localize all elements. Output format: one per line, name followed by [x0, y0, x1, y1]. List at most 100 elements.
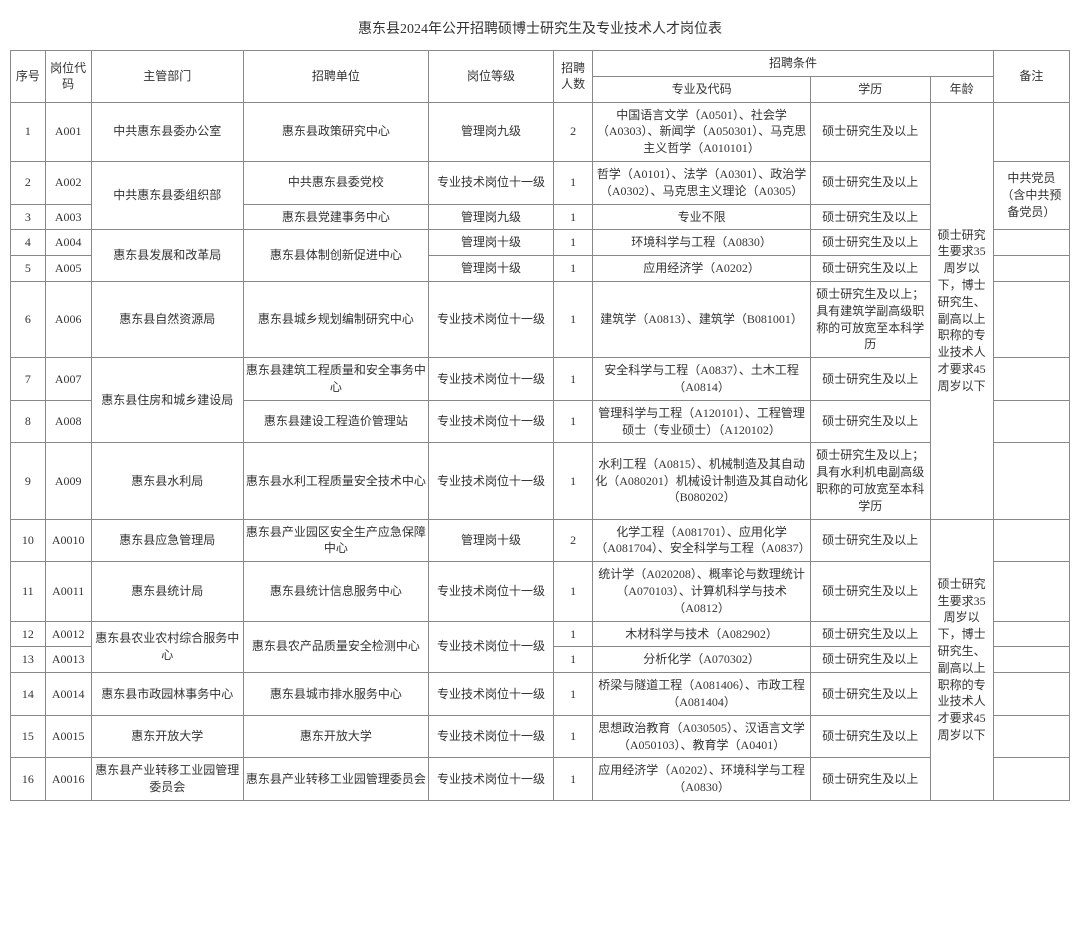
cell-edu: 硕士研究生及以上: [810, 204, 930, 230]
cell-major: 哲学（A0101）、法学（A0301）、政治学（A0302）、马克思主义理论（A…: [593, 161, 811, 204]
cell-level: 管理岗九级: [428, 204, 553, 230]
th-code: 岗位代码: [45, 51, 91, 103]
recruitment-table: 序号 岗位代码 主管部门 招聘单位 岗位等级 招聘人数 招聘条件 备注 专业及代…: [10, 50, 1070, 801]
cell-unit: 惠东县产业园区安全生产应急保障中心: [243, 519, 428, 562]
table-row: 15 A0015 惠东开放大学 惠东开放大学 专业技术岗位十一级 1 思想政治教…: [11, 715, 1070, 758]
cell-level: 管理岗十级: [428, 519, 553, 562]
cell-unit: 惠东开放大学: [243, 715, 428, 758]
cell-level: 专业技术岗位十一级: [428, 281, 553, 357]
table-row: 12 A0012 惠东县农业农村综合服务中心 惠东县农产品质量安全检测中心 专业…: [11, 621, 1070, 647]
cell-count: 1: [554, 358, 593, 401]
cell-unit: 惠东县水利工程质量安全技术中心: [243, 443, 428, 519]
cell-unit: 惠东县党建事务中心: [243, 204, 428, 230]
cell-level: 专业技术岗位十一级: [428, 621, 553, 673]
cell-edu: 硕士研究生及以上；具有水利机电副高级职称的可放宽至本科学历: [810, 443, 930, 519]
cell-seq: 13: [11, 647, 46, 673]
th-age: 年龄: [930, 76, 993, 102]
cell-unit: 惠东县政策研究中心: [243, 102, 428, 161]
cell-level: 专业技术岗位十一级: [428, 562, 553, 621]
cell-remark: [993, 443, 1069, 519]
table-row: 4 A004 惠东县发展和改革局 惠东县体制创新促进中心 管理岗十级 1 环境科…: [11, 230, 1070, 256]
cell-code: A009: [45, 443, 91, 519]
cell-remark: [993, 647, 1069, 673]
cell-remark: [993, 102, 1069, 161]
cell-count: 1: [554, 758, 593, 801]
cell-code: A0012: [45, 621, 91, 647]
cell-unit: 惠东县城乡规划编制研究中心: [243, 281, 428, 357]
cell-count: 2: [554, 102, 593, 161]
cell-code: A008: [45, 400, 91, 443]
cell-seq: 1: [11, 102, 46, 161]
cell-count: 1: [554, 161, 593, 204]
cell-seq: 8: [11, 400, 46, 443]
cell-level: 管理岗十级: [428, 230, 553, 256]
cell-code: A007: [45, 358, 91, 401]
cell-dept: 惠东县统计局: [91, 562, 243, 621]
cell-edu: 硕士研究生及以上: [810, 400, 930, 443]
cell-major: 建筑学（A0813）、建筑学（B081001）: [593, 281, 811, 357]
th-level: 岗位等级: [428, 51, 553, 103]
cell-major: 统计学（A020208）、概率论与数理统计（A070103）、计算机科学与技术（…: [593, 562, 811, 621]
table-row: 10 A0010 惠东县应急管理局 惠东县产业园区安全生产应急保障中心 管理岗十…: [11, 519, 1070, 562]
cell-edu: 硕士研究生及以上: [810, 102, 930, 161]
cell-major: 桥梁与隧道工程（A081406）、市政工程（A081404）: [593, 673, 811, 716]
cell-count: 1: [554, 647, 593, 673]
cell-remark: [993, 400, 1069, 443]
cell-dept: 惠东开放大学: [91, 715, 243, 758]
cell-seq: 4: [11, 230, 46, 256]
cell-major: 水利工程（A0815）、机械制造及其自动化（A080201）机械设计制造及其自动…: [593, 443, 811, 519]
cell-dept: 惠东县应急管理局: [91, 519, 243, 562]
cell-seq: 3: [11, 204, 46, 230]
cell-major: 应用经济学（A0202）、环境科学与工程（A0830）: [593, 758, 811, 801]
cell-major: 应用经济学（A0202）: [593, 256, 811, 282]
cell-dept: 惠东县自然资源局: [91, 281, 243, 357]
cell-level: 专业技术岗位十一级: [428, 443, 553, 519]
cell-unit: 惠东县建筑工程质量和安全事务中心: [243, 358, 428, 401]
cell-remark: [993, 230, 1069, 256]
header-row-1: 序号 岗位代码 主管部门 招聘单位 岗位等级 招聘人数 招聘条件 备注: [11, 51, 1070, 77]
cell-dept: 惠东县水利局: [91, 443, 243, 519]
cell-seq: 15: [11, 715, 46, 758]
cell-unit: 中共惠东县委党校: [243, 161, 428, 204]
cell-major: 管理科学与工程（A120101）、工程管理硕士（专业硕士）（A120102）: [593, 400, 811, 443]
cell-remark: [993, 562, 1069, 621]
table-row: 11 A0011 惠东县统计局 惠东县统计信息服务中心 专业技术岗位十一级 1 …: [11, 562, 1070, 621]
table-row: 16 A0016 惠东县产业转移工业园管理委员会 惠东县产业转移工业园管理委员会…: [11, 758, 1070, 801]
cell-edu: 硕士研究生及以上: [810, 230, 930, 256]
cell-code: A006: [45, 281, 91, 357]
table-row: 1 A001 中共惠东县委办公室 惠东县政策研究中心 管理岗九级 2 中国语言文…: [11, 102, 1070, 161]
cell-level: 专业技术岗位十一级: [428, 715, 553, 758]
cell-remark: [993, 281, 1069, 357]
cell-count: 1: [554, 562, 593, 621]
cell-count: 1: [554, 281, 593, 357]
cell-seq: 7: [11, 358, 46, 401]
th-unit: 招聘单位: [243, 51, 428, 103]
cell-code: A0013: [45, 647, 91, 673]
th-count: 招聘人数: [554, 51, 593, 103]
table-row: 9 A009 惠东县水利局 惠东县水利工程质量安全技术中心 专业技术岗位十一级 …: [11, 443, 1070, 519]
cell-edu: 硕士研究生及以上: [810, 256, 930, 282]
cell-edu: 硕士研究生及以上；具有建筑学副高级职称的可放宽至本科学历: [810, 281, 930, 357]
cell-level: 专业技术岗位十一级: [428, 358, 553, 401]
cell-dept: 惠东县农业农村综合服务中心: [91, 621, 243, 673]
cell-edu: 硕士研究生及以上: [810, 715, 930, 758]
cell-seq: 10: [11, 519, 46, 562]
cell-count: 1: [554, 204, 593, 230]
cell-remark: [993, 358, 1069, 401]
cell-seq: 9: [11, 443, 46, 519]
cell-major: 安全科学与工程（A0837）、土木工程（A0814）: [593, 358, 811, 401]
cell-code: A0011: [45, 562, 91, 621]
cell-level: 专业技术岗位十一级: [428, 758, 553, 801]
table-row: 14 A0014 惠东县市政园林事务中心 惠东县城市排水服务中心 专业技术岗位十…: [11, 673, 1070, 716]
cell-remark: [993, 758, 1069, 801]
cell-code: A002: [45, 161, 91, 204]
th-major: 专业及代码: [593, 76, 811, 102]
cell-seq: 6: [11, 281, 46, 357]
th-remark: 备注: [993, 51, 1069, 103]
cell-count: 1: [554, 400, 593, 443]
cell-count: 2: [554, 519, 593, 562]
th-edu: 学历: [810, 76, 930, 102]
cell-seq: 2: [11, 161, 46, 204]
table-row: 7 A007 惠东县住房和城乡建设局 惠东县建筑工程质量和安全事务中心 专业技术…: [11, 358, 1070, 401]
cell-seq: 16: [11, 758, 46, 801]
